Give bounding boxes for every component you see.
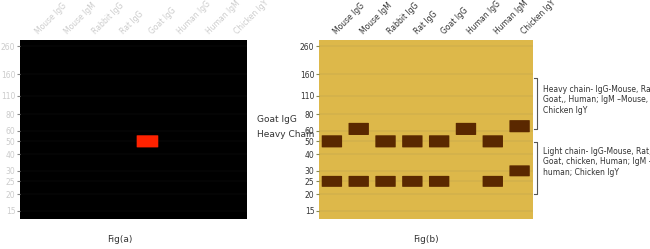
- Text: Rat IgG: Rat IgG: [119, 10, 146, 36]
- Text: Chicken IgY: Chicken IgY: [519, 0, 557, 36]
- Text: Chicken IgY: Chicken IgY: [233, 0, 270, 36]
- FancyBboxPatch shape: [322, 176, 342, 187]
- Text: Heavy Chain: Heavy Chain: [257, 130, 314, 139]
- Text: Human IgG: Human IgG: [466, 0, 502, 36]
- FancyBboxPatch shape: [456, 123, 476, 135]
- Text: Fig(b): Fig(b): [413, 235, 439, 244]
- Text: Light chain- IgG-Mouse, Rat, Rabbit,
Goat, chicken, Human; IgM –Mouse,
human; Ch: Light chain- IgG-Mouse, Rat, Rabbit, Goa…: [543, 147, 650, 177]
- FancyBboxPatch shape: [348, 176, 369, 187]
- FancyBboxPatch shape: [510, 120, 530, 132]
- FancyBboxPatch shape: [402, 135, 423, 147]
- Text: Human IgM: Human IgM: [493, 0, 530, 36]
- Text: Goat IgG: Goat IgG: [439, 6, 469, 36]
- FancyBboxPatch shape: [429, 176, 449, 187]
- FancyBboxPatch shape: [375, 176, 396, 187]
- Text: Human IgM: Human IgM: [204, 0, 242, 36]
- FancyBboxPatch shape: [402, 176, 423, 187]
- Text: Rabbit IgG: Rabbit IgG: [385, 1, 421, 36]
- FancyBboxPatch shape: [429, 135, 449, 147]
- FancyBboxPatch shape: [482, 176, 503, 187]
- Text: Goat IgG: Goat IgG: [148, 6, 177, 36]
- Text: Mouse IgM: Mouse IgM: [359, 1, 394, 36]
- FancyBboxPatch shape: [482, 135, 503, 147]
- Text: Heavy chain- IgG-Mouse, Rat, Rabbit,
Goat,, Human; IgM –Mouse, human;
Chicken Ig: Heavy chain- IgG-Mouse, Rat, Rabbit, Goa…: [543, 85, 650, 115]
- Text: Human IgG: Human IgG: [176, 0, 213, 36]
- Text: Fig(a): Fig(a): [107, 235, 133, 244]
- FancyBboxPatch shape: [348, 123, 369, 135]
- FancyBboxPatch shape: [136, 135, 159, 147]
- Text: Mouse IgG: Mouse IgG: [332, 1, 367, 36]
- Text: Mouse IgM: Mouse IgM: [62, 1, 98, 36]
- Text: Goat IgG: Goat IgG: [257, 115, 296, 124]
- Text: Mouse IgG: Mouse IgG: [34, 1, 68, 36]
- FancyBboxPatch shape: [322, 135, 342, 147]
- Text: Rabbit IgG: Rabbit IgG: [90, 1, 125, 36]
- Text: Rat IgG: Rat IgG: [412, 10, 439, 36]
- FancyBboxPatch shape: [510, 165, 530, 176]
- FancyBboxPatch shape: [375, 135, 396, 147]
